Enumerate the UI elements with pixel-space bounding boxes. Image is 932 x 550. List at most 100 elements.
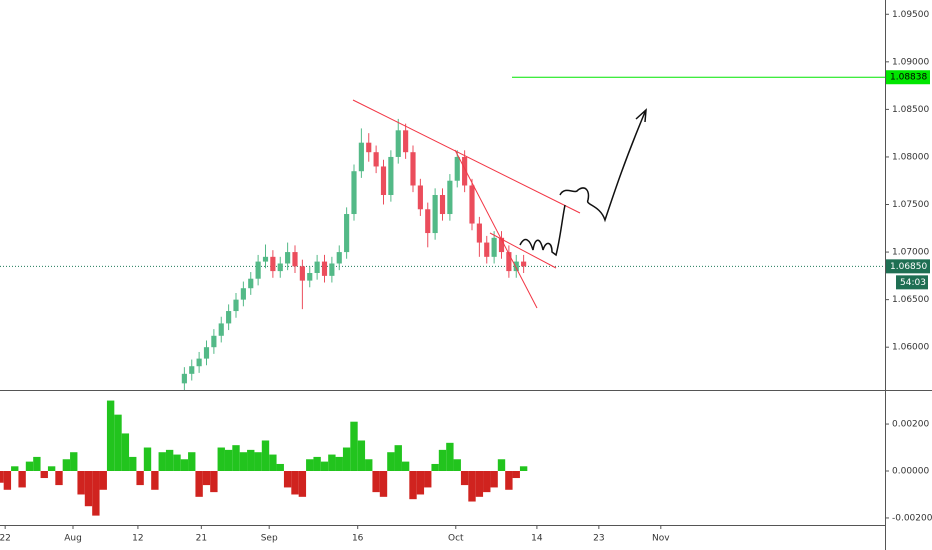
- histogram-bar: [438, 449, 447, 471]
- histogram-bar: [306, 459, 314, 471]
- histogram-bar: [468, 471, 476, 502]
- histogram-bar: [232, 445, 240, 471]
- trend-line: [454, 149, 538, 309]
- histogram-bar: [490, 471, 498, 488]
- y-tick-label: 1.08500: [892, 105, 929, 115]
- candle-body: [432, 195, 438, 234]
- candle-body: [388, 156, 394, 195]
- y-tick-label: -0.00200: [892, 513, 932, 523]
- candle-body: [329, 263, 335, 276]
- y-tick-label: 1.08000: [892, 152, 929, 162]
- histogram-bar: [409, 471, 417, 500]
- plot: [0, 118, 885, 516]
- candle-body: [425, 209, 431, 234]
- x-tick-label: 12: [132, 534, 143, 544]
- histogram-bar: [33, 456, 41, 471]
- histogram-bar: [276, 463, 284, 471]
- histogram-bar: [401, 461, 410, 471]
- histogram-bar: [173, 454, 181, 471]
- histogram-bar: [453, 459, 461, 471]
- histogram-bar: [519, 466, 528, 471]
- x-tick-label: Sep: [261, 534, 278, 544]
- candle-body: [292, 252, 298, 267]
- trend-line: [489, 232, 557, 269]
- histogram-bar: [114, 414, 122, 471]
- histogram-bar: [261, 440, 270, 471]
- y-tick-label: 0.00200: [892, 420, 929, 430]
- candle-body: [447, 180, 453, 215]
- candle-body: [358, 142, 364, 172]
- histogram-bar: [84, 471, 93, 507]
- histogram-bar: [180, 459, 189, 471]
- y-tick-label: 1.09500: [892, 10, 929, 20]
- candle-body: [417, 185, 423, 210]
- y-tick-label: 0.00000: [892, 467, 929, 477]
- histogram-bar: [298, 471, 307, 497]
- candle-body: [380, 166, 387, 195]
- candle-body: [484, 242, 490, 257]
- histogram-bar: [62, 459, 71, 471]
- candle-body: [513, 261, 519, 272]
- histogram-bar: [11, 466, 19, 471]
- histogram-bar: [99, 471, 107, 490]
- histogram-bar: [269, 454, 277, 471]
- y-tick-label: 1.07500: [892, 200, 929, 210]
- histogram-bar: [239, 452, 248, 471]
- histogram-bar: [475, 471, 484, 497]
- histogram-bar: [217, 447, 225, 471]
- candle-body: [299, 266, 305, 281]
- y-tick-label: 1.06500: [892, 295, 929, 305]
- candle-body: [469, 185, 475, 224]
- candle-body: [248, 278, 254, 289]
- candle-body: [491, 237, 497, 257]
- histogram-bar: [188, 452, 196, 471]
- candle-body: [344, 214, 350, 253]
- last-price-box: [886, 259, 930, 274]
- histogram-bar: [379, 471, 388, 497]
- candle-body: [439, 195, 446, 215]
- histogram-bar: [483, 471, 491, 493]
- countdown-box: [896, 275, 928, 290]
- histogram-bar: [512, 471, 520, 479]
- histogram-bar: [342, 447, 351, 471]
- hand-drawn-arrow: [519, 108, 647, 257]
- histogram-bar: [165, 449, 174, 471]
- candle-body: [314, 261, 320, 273]
- candle-body: [373, 152, 379, 167]
- histogram-bar: [372, 471, 380, 493]
- x-tick-label: 21: [196, 534, 207, 544]
- candle-body: [410, 152, 416, 186]
- histogram-bar: [328, 454, 336, 471]
- histogram-bar: [129, 456, 137, 471]
- histogram-bar: [394, 445, 402, 471]
- histogram-bar: [18, 471, 26, 488]
- target-price-box: [886, 70, 930, 85]
- countdown-label: 54:03: [900, 278, 926, 288]
- histogram-bar: [283, 471, 292, 488]
- histogram-bar: [291, 471, 299, 495]
- last-price-label: 1.06850: [890, 262, 927, 272]
- candle-body: [255, 261, 261, 279]
- histogram-bar: [460, 471, 469, 486]
- candle-body: [218, 323, 224, 336]
- candle-body: [403, 130, 409, 153]
- histogram-bar: [313, 456, 321, 471]
- candle-body: [321, 261, 328, 276]
- candle-body: [498, 237, 505, 253]
- x-tick-label: 23: [593, 534, 604, 544]
- x-tick-label: 14: [531, 534, 543, 544]
- y-tick-label: 1.07000: [892, 248, 929, 258]
- histogram-bar: [158, 452, 166, 471]
- y-tick-label: 1.09000: [892, 57, 929, 67]
- histogram-bar: [25, 461, 34, 471]
- histogram-bar: [106, 400, 115, 471]
- histogram-bar: [320, 461, 329, 471]
- histogram-bar: [224, 449, 233, 471]
- x-tick-label: 22: [0, 534, 11, 544]
- histogram-bar: [446, 442, 454, 471]
- histogram-bar: [151, 471, 159, 490]
- candle-body: [233, 299, 239, 312]
